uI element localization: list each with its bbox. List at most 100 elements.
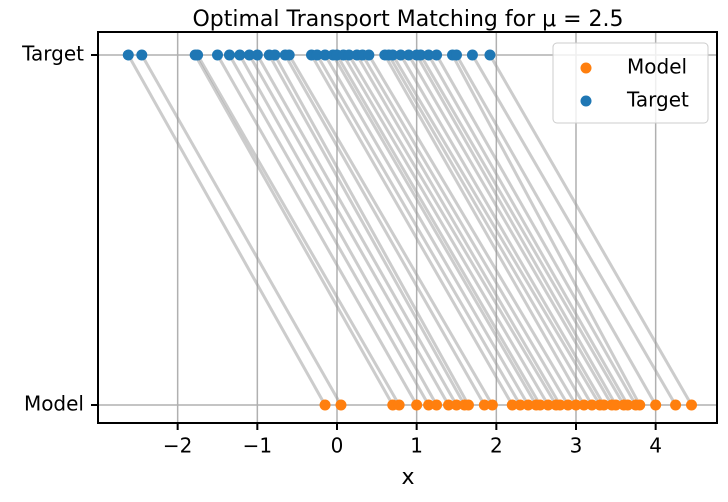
matching-line — [335, 54, 542, 406]
x-tick-label: 4 — [649, 434, 662, 458]
point — [411, 399, 423, 411]
matching-line — [455, 54, 657, 406]
point — [534, 399, 546, 411]
matching-line — [427, 54, 630, 406]
point — [610, 399, 622, 411]
point — [506, 399, 518, 411]
point — [335, 399, 347, 411]
matching-line — [238, 54, 438, 406]
point — [395, 49, 407, 61]
point — [423, 399, 435, 411]
point — [450, 49, 462, 61]
point — [192, 49, 204, 61]
matching-line — [256, 54, 458, 406]
point — [122, 49, 134, 61]
x-tick-label: −2 — [163, 434, 192, 458]
point — [462, 399, 474, 411]
point — [423, 49, 435, 61]
point — [343, 49, 355, 61]
matching-line — [361, 54, 570, 406]
matching-line — [355, 54, 562, 406]
matching-line — [399, 54, 606, 406]
point — [387, 49, 399, 61]
matching-line — [283, 54, 486, 406]
legend-label: Model — [627, 55, 687, 79]
legend-marker — [580, 95, 592, 107]
matching-line — [216, 54, 418, 406]
point — [136, 49, 148, 61]
matching-line — [267, 54, 466, 406]
matching-line — [310, 54, 514, 406]
x-tick-label: 0 — [331, 434, 344, 458]
x-axis-label: x — [401, 465, 414, 490]
point — [415, 49, 427, 61]
matching-line — [196, 54, 401, 406]
x-tick-label: −1 — [243, 434, 272, 458]
point — [251, 49, 263, 61]
matching-line — [248, 54, 450, 406]
point — [578, 399, 590, 411]
matching-line — [383, 54, 586, 406]
legend-label: Target — [626, 88, 689, 112]
point — [484, 49, 496, 61]
matching-line — [407, 54, 614, 406]
matching-line — [228, 54, 430, 406]
matching-line — [287, 54, 494, 406]
matching-line — [471, 54, 677, 406]
matching-line — [415, 54, 618, 406]
matching-line — [126, 54, 327, 406]
point — [542, 399, 554, 411]
point — [554, 399, 566, 411]
point — [431, 399, 443, 411]
point — [283, 49, 295, 61]
point — [363, 49, 375, 61]
point — [650, 399, 662, 411]
point — [514, 399, 526, 411]
matching-line — [140, 54, 343, 406]
matching-line — [315, 54, 522, 406]
point — [223, 49, 235, 61]
point — [393, 399, 405, 411]
x-tick-label: 2 — [490, 434, 503, 458]
point — [478, 399, 490, 411]
point — [234, 49, 246, 61]
x-tick-label: 3 — [570, 434, 583, 458]
x-tick-label: 1 — [410, 434, 423, 458]
point — [269, 49, 281, 61]
matching-line — [391, 54, 602, 406]
point — [443, 399, 455, 411]
matching-line — [387, 54, 594, 406]
matching-line — [193, 54, 395, 406]
point — [586, 399, 598, 411]
point — [562, 399, 574, 411]
plot-frame — [97, 31, 718, 424]
matching-line — [342, 54, 550, 406]
y-tick-label: Model — [24, 392, 84, 416]
point — [211, 49, 223, 61]
matching-line — [367, 54, 578, 406]
point — [311, 49, 323, 61]
matching-line — [331, 54, 538, 406]
legend-box — [552, 42, 709, 124]
matching-line — [273, 54, 470, 406]
point — [598, 399, 610, 411]
matching-line — [419, 54, 626, 406]
y-tick-label: Target — [21, 42, 84, 66]
chart-title: Optimal Transport Matching for μ = 2.5 — [192, 7, 623, 32]
point — [431, 49, 443, 61]
matching-line — [435, 54, 638, 406]
point — [634, 399, 646, 411]
point — [403, 49, 415, 61]
point — [243, 49, 255, 61]
point — [570, 399, 582, 411]
point — [486, 399, 498, 411]
point — [319, 49, 331, 61]
point — [622, 399, 634, 411]
legend-marker — [580, 62, 592, 74]
point — [466, 49, 478, 61]
matching-line — [347, 54, 558, 406]
point — [522, 399, 534, 411]
point — [686, 399, 698, 411]
matching-line — [451, 54, 642, 406]
